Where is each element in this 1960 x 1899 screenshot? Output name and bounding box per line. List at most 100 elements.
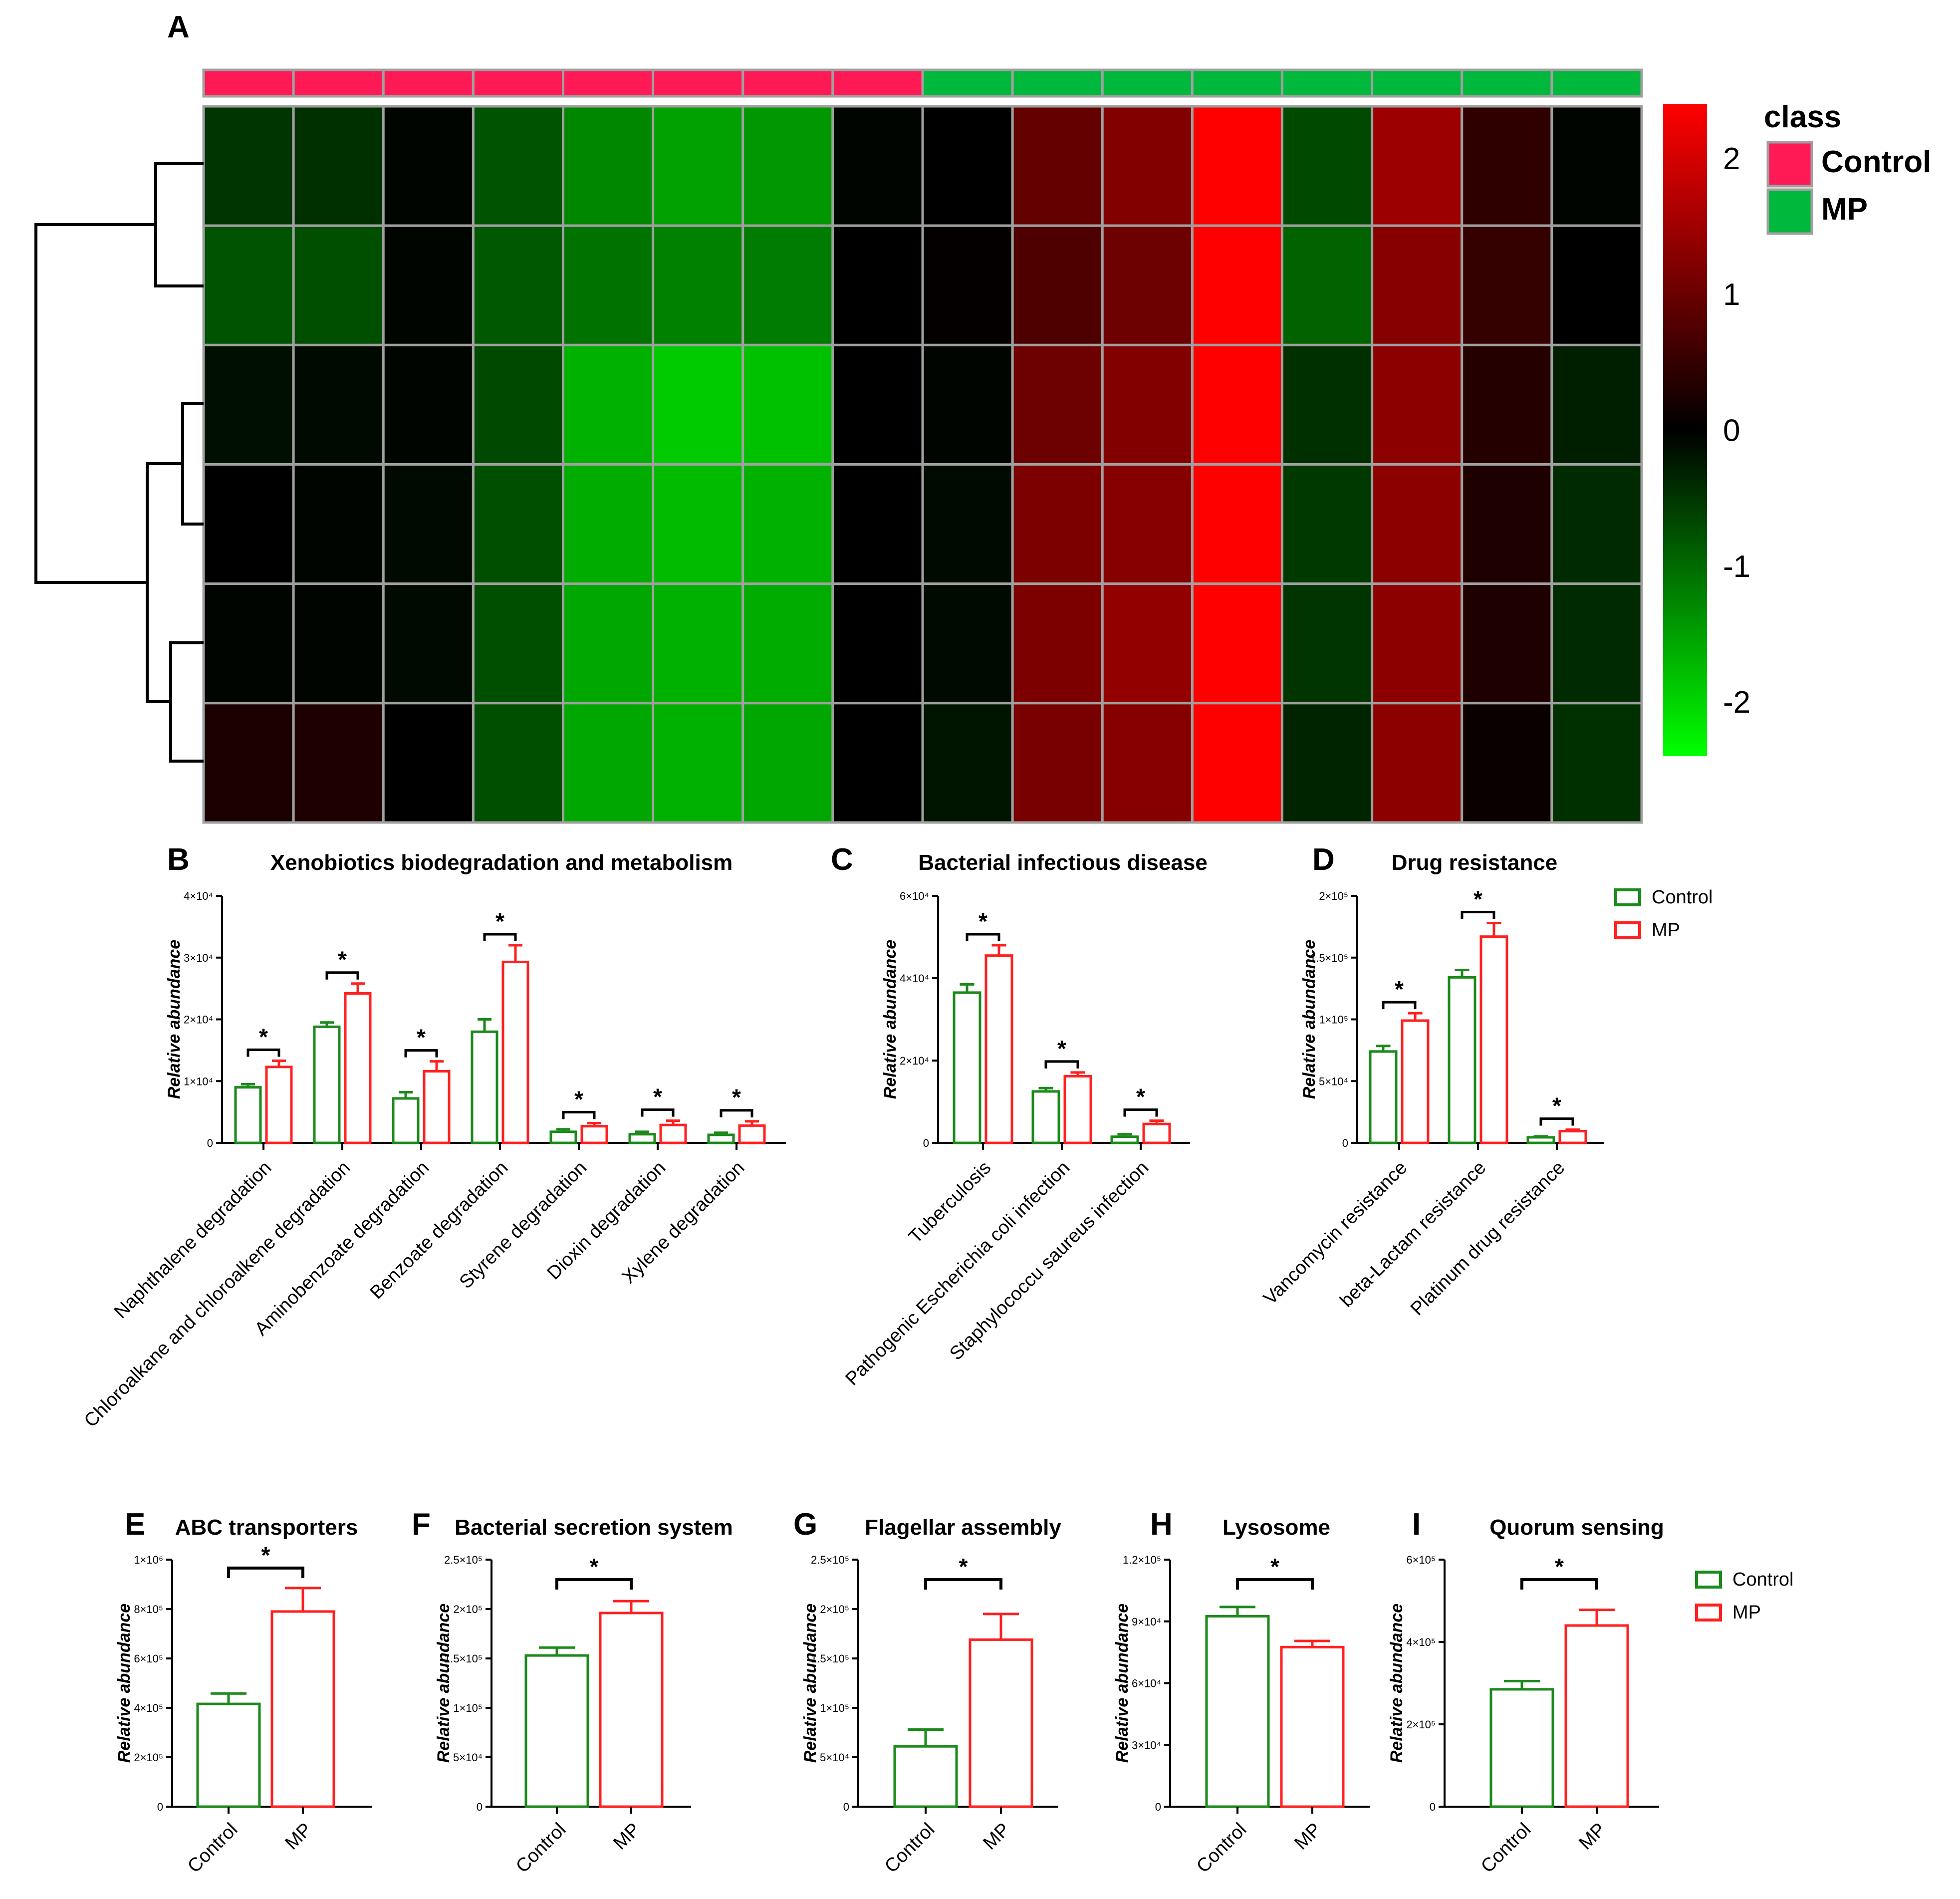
y-tick-label: 2×10⁴ — [900, 1055, 929, 1067]
y-tick-label: 1.5×10⁵ — [444, 1652, 483, 1665]
bar-control — [953, 991, 981, 1144]
heatmap-cell — [921, 224, 1014, 346]
heatmap-cell — [472, 224, 564, 346]
class-cell — [921, 68, 1014, 98]
y-tick-label: 6×10⁵ — [1406, 1554, 1436, 1566]
significance-star: * — [1552, 1093, 1561, 1119]
x-tick-label: Control — [1477, 1819, 1535, 1877]
heatmap-cell — [382, 702, 475, 824]
bar-control — [1369, 1050, 1398, 1144]
heatmap-cell — [292, 702, 385, 824]
class-cell — [292, 68, 385, 98]
heatmap-cell — [382, 343, 475, 466]
heatmap-cell — [1281, 463, 1374, 585]
heatmap-cell — [652, 224, 744, 346]
bar-mp — [580, 1125, 608, 1144]
heatmap-cell — [921, 702, 1014, 824]
significance-bracket — [562, 1110, 596, 1119]
legend-label-mp: MP — [1732, 1602, 1761, 1623]
heatmap-cell — [472, 702, 564, 824]
significance-bracket — [227, 1566, 304, 1578]
chart-title: Bacterial secretion system — [455, 1515, 733, 1540]
significance-bracket — [720, 1109, 753, 1117]
class-cell — [1191, 68, 1283, 98]
y-tick-label: 2×10⁴ — [184, 1014, 213, 1026]
heatmap-cell — [831, 582, 924, 705]
heatmap-cell — [1461, 582, 1553, 705]
y-axis-label: Relative abundance — [115, 1604, 134, 1763]
heatmap-cell — [202, 343, 295, 466]
y-axis-label: Relative abundance — [434, 1604, 453, 1763]
panel-a-heatmap: A 2 1 0 -1 -2 class Control MP — [34, 10, 1931, 824]
colorbar-tick-label: 1 — [1723, 277, 1740, 312]
significance-bracket — [483, 933, 517, 941]
heatmap-cell — [1371, 224, 1464, 346]
legend-swatch-mp — [1695, 1604, 1722, 1622]
heatmap-cell — [1550, 224, 1643, 346]
panel-label: G — [793, 1507, 817, 1542]
heatmap-cell — [1281, 224, 1374, 346]
dendrogram-branch — [146, 462, 183, 703]
legend-title: class — [1764, 100, 1841, 134]
y-tick-label: 1.2×10⁵ — [1123, 1554, 1161, 1566]
colorbar-tick-label: -1 — [1723, 549, 1750, 584]
chart-title: Flagellar assembly — [865, 1515, 1061, 1540]
significance-star: * — [1270, 1554, 1279, 1580]
significance-bracket — [1461, 910, 1495, 919]
x-tick-label: Styrene degradation — [456, 1157, 591, 1293]
heatmap-cell — [562, 463, 655, 585]
heatmap-cell — [741, 463, 834, 585]
y-axis-label: Relative abundance — [801, 1604, 820, 1763]
y-axis-label: Relative abundance — [881, 940, 900, 1099]
heatmap-cell — [921, 343, 1014, 466]
panel-h-lysosome: H Lysosome Relative abundance 0 3×10⁴ 6×10⁴ 9×… — [1113, 1507, 1370, 1877]
x-tick-label: Vancomycin resistance — [1259, 1157, 1411, 1309]
significance-star: * — [1555, 1554, 1564, 1580]
dendrogram-branch — [154, 162, 204, 287]
y-tick-label: 5×10⁴ — [1319, 1075, 1348, 1087]
x-tick-label: MP — [609, 1819, 644, 1854]
x-tick-label: Control — [512, 1819, 570, 1877]
heatmap-cell — [1011, 105, 1104, 227]
bar-mp — [659, 1123, 687, 1144]
class-cell — [652, 68, 744, 98]
chart-title: Xenobiotics biodegradation and metabolis… — [270, 850, 733, 875]
y-tick-label: 1×10⁴ — [184, 1075, 213, 1087]
significance-bracket — [1520, 1578, 1598, 1590]
heatmap-cell — [382, 582, 475, 705]
significance-bracket — [1123, 1108, 1158, 1117]
heatmap-cell — [1461, 463, 1553, 585]
heatmap-cell — [1011, 463, 1104, 585]
bar-legend-bottom: Control MP — [1695, 1569, 1794, 1623]
class-cell — [382, 68, 475, 98]
class-cell — [741, 68, 834, 98]
dendrogram-branch — [181, 402, 204, 526]
heatmap-cell — [1371, 702, 1464, 824]
heatmap-cell — [1101, 702, 1194, 824]
heatmap-cell — [1101, 463, 1194, 585]
legend-swatch-mp — [1766, 188, 1813, 235]
heatmap-cell — [831, 702, 924, 824]
y-axis-label: Relative abundance — [1113, 1604, 1132, 1763]
heatmap-cell — [1011, 343, 1104, 466]
y-tick-label: 2×10⁵ — [453, 1603, 483, 1616]
heatmap-cell — [472, 582, 564, 705]
heatmap-cell — [831, 343, 924, 466]
class-cell — [1461, 68, 1553, 98]
heatmap-cell — [382, 105, 475, 227]
chart-title: Quorum sensing — [1489, 1515, 1664, 1540]
dendrogram-branch — [169, 641, 204, 763]
heatmap-cell — [741, 343, 834, 466]
y-tick-label: 0 — [1155, 1801, 1161, 1813]
legend-label-control: Control — [1732, 1569, 1794, 1590]
bar-control — [707, 1133, 735, 1144]
bar-mp — [1401, 1019, 1430, 1144]
heatmap-cell — [1191, 343, 1283, 466]
heatmap-cell — [652, 105, 744, 227]
bar-mp — [501, 960, 529, 1144]
bar-control — [234, 1086, 262, 1144]
panel-b-xenobiotics: B Xenobiotics biodegradation and metaboli… — [80, 842, 786, 1431]
legend-swatch-control — [1614, 888, 1641, 906]
y-tick-label: 8×10⁵ — [134, 1603, 163, 1616]
significance-bracket — [1382, 1001, 1417, 1010]
